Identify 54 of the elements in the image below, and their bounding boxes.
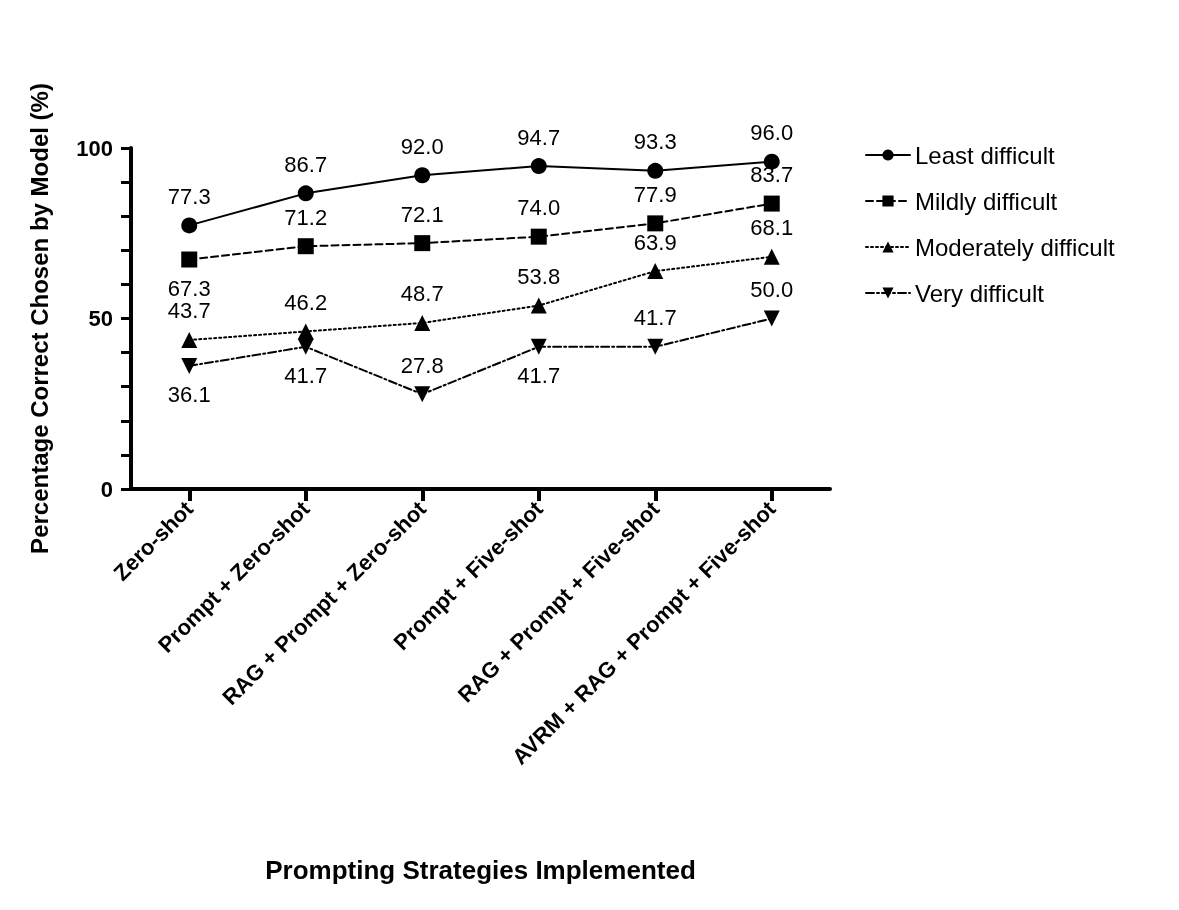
data-label: 53.8 [517, 264, 561, 290]
data-label: 96.0 [750, 120, 794, 146]
data-label: 41.7 [517, 363, 561, 389]
legend-label: Least difficult [915, 141, 1055, 169]
point [297, 185, 314, 202]
point [181, 217, 198, 234]
data-label: 77.3 [167, 183, 211, 209]
point [763, 195, 780, 212]
data-label: 63.9 [633, 229, 677, 255]
data-label: 94.7 [517, 124, 561, 150]
data-label: 93.3 [633, 129, 677, 155]
point [297, 238, 314, 255]
point [530, 297, 547, 314]
point [647, 263, 664, 280]
y-tick-label: 100 [76, 135, 113, 161]
point [530, 338, 547, 355]
legend-label: Moderately difficult [915, 233, 1115, 261]
data-label: 74.0 [517, 195, 561, 221]
point [181, 331, 198, 348]
data-label: 77.9 [633, 181, 677, 207]
point [647, 215, 664, 232]
data-label: 27.8 [400, 352, 444, 378]
data-label: 71.2 [284, 204, 328, 230]
data-label: 48.7 [400, 281, 444, 307]
point [181, 357, 198, 374]
data-label: 86.7 [284, 151, 328, 177]
data-label: 41.7 [633, 305, 677, 331]
data-label: 50.0 [750, 277, 794, 302]
point [297, 338, 314, 355]
point [414, 167, 431, 184]
data-label: 72.1 [400, 201, 444, 227]
point [763, 248, 780, 265]
legend-label: Very difficult [915, 279, 1045, 307]
legend-label: Mildly difficult [915, 187, 1058, 215]
y-tick-label: 50 [88, 306, 113, 331]
point [414, 235, 431, 252]
y-tick-label: 0 [100, 476, 113, 502]
point [763, 310, 780, 327]
point [530, 158, 547, 175]
point [647, 162, 664, 179]
y-axis-title: Percentage Correct Chosen by Model (%) [25, 83, 53, 554]
point [647, 338, 664, 355]
point [297, 323, 314, 340]
x-axis-title: Prompting Strategies Implemented [265, 855, 696, 885]
point [181, 251, 198, 268]
data-label: 68.1 [750, 215, 794, 241]
point [414, 314, 431, 331]
data-label: 41.7 [284, 363, 328, 389]
data-label: 92.0 [400, 133, 444, 159]
point [414, 386, 431, 403]
data-label: 46.2 [284, 289, 328, 315]
data-label: 83.7 [750, 162, 794, 188]
data-label: 36.1 [167, 382, 211, 408]
point [530, 228, 547, 245]
